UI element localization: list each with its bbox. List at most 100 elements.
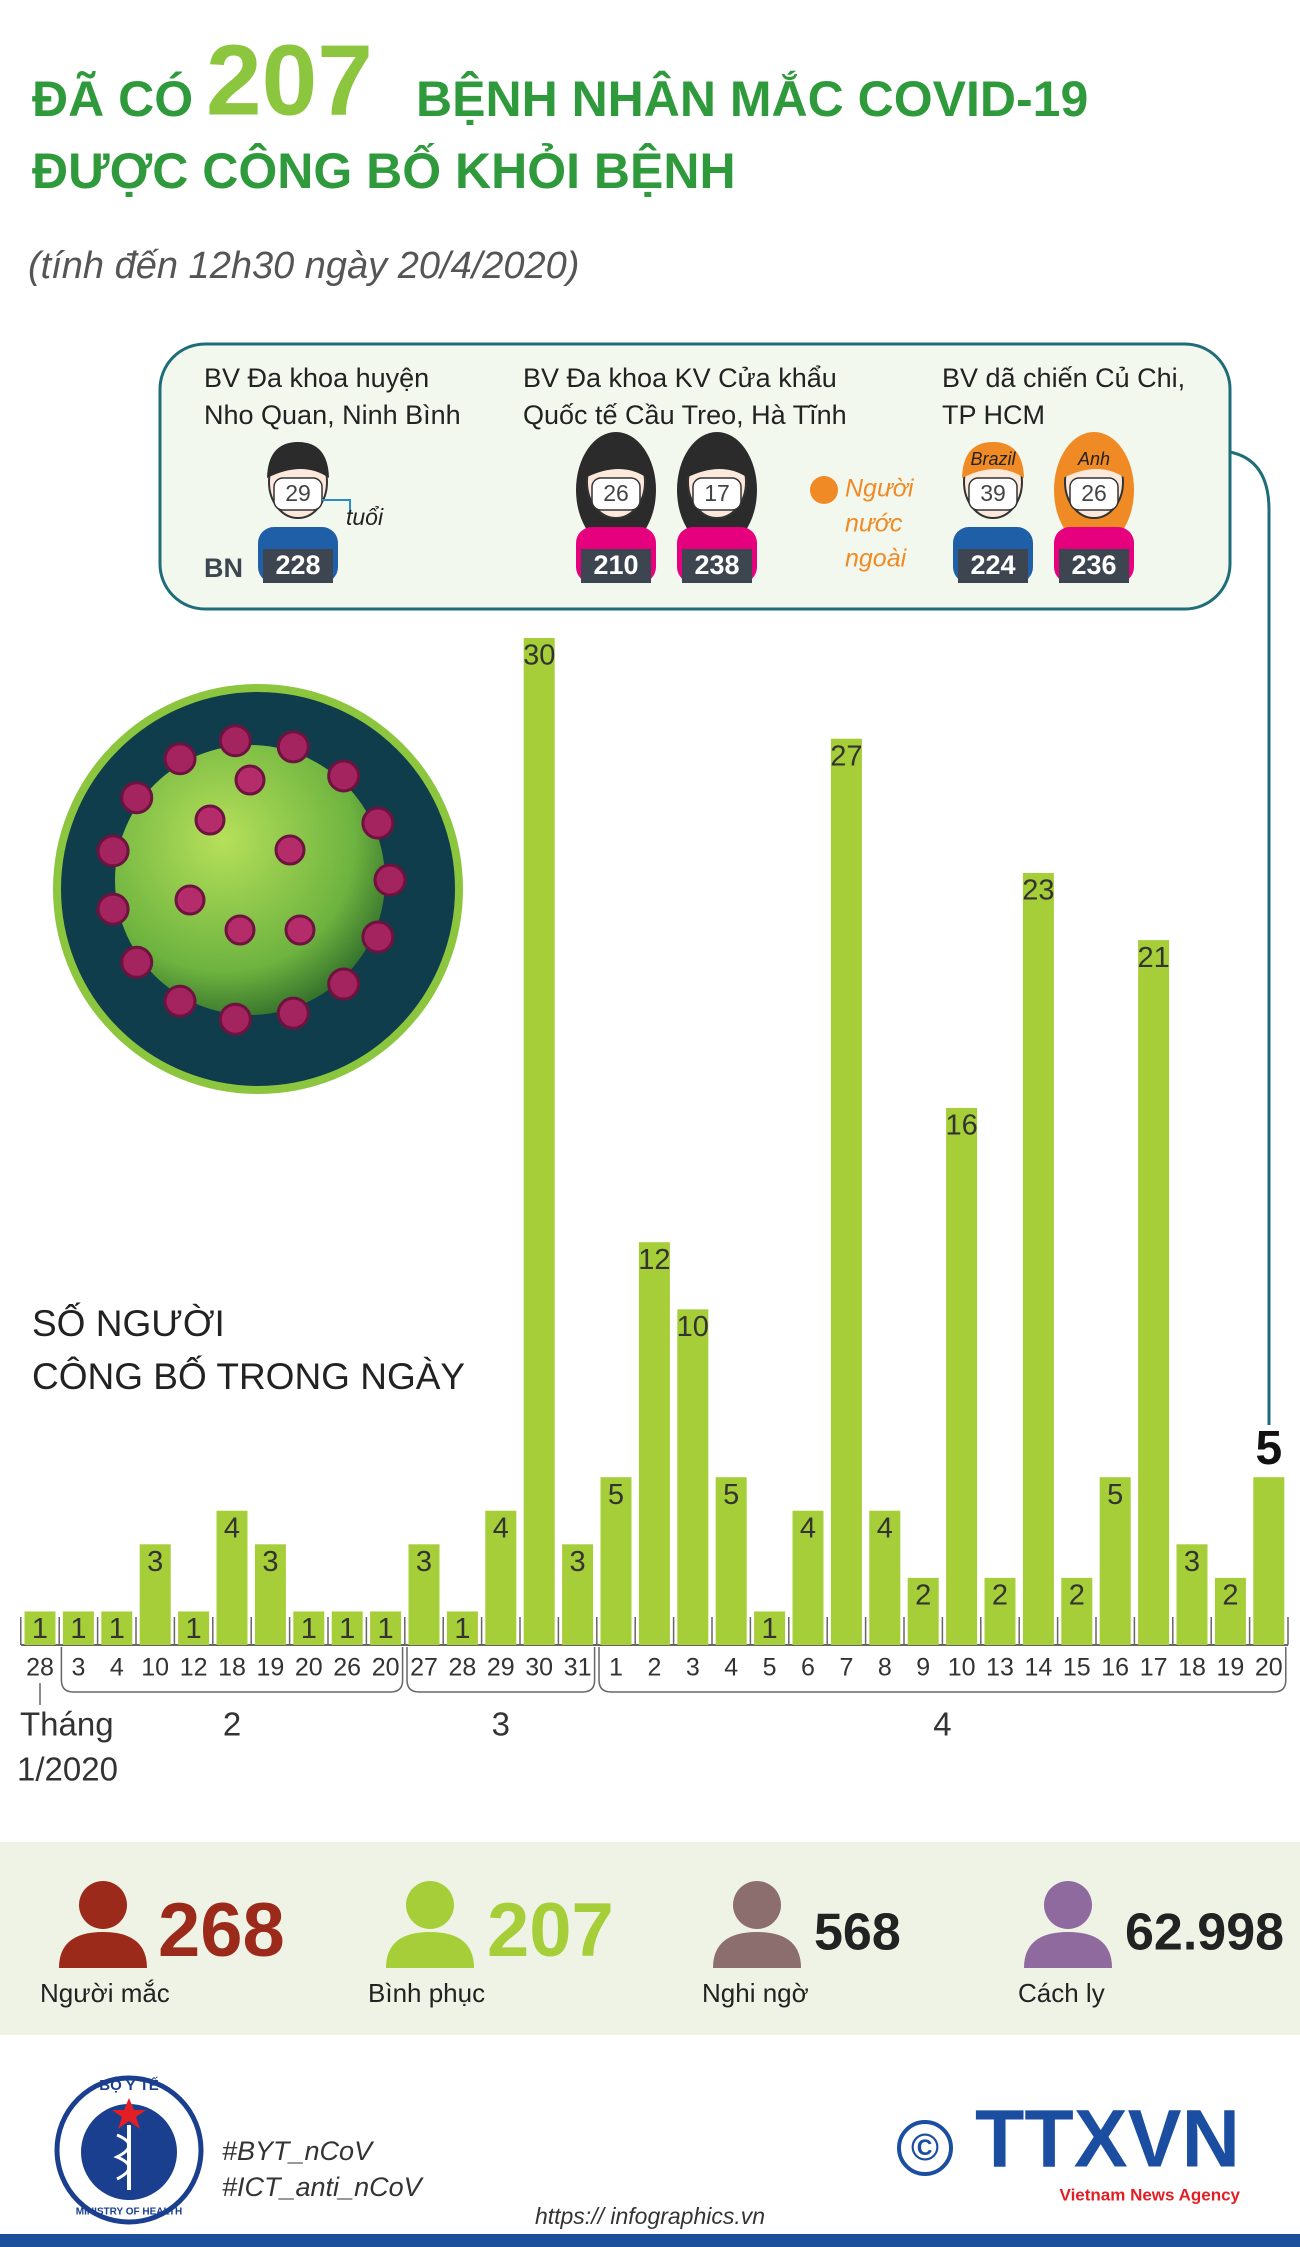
title-number: 207	[206, 24, 373, 136]
x-tick-label: 19	[1216, 1654, 1244, 1682]
x-tick-label: 3	[71, 1654, 85, 1682]
virus-spike	[361, 806, 395, 840]
person-head	[406, 1881, 454, 1929]
bar	[792, 1510, 824, 1645]
person-body	[59, 1932, 147, 1968]
x-tick-label: 2	[647, 1654, 661, 1682]
mask	[1069, 477, 1119, 511]
bar	[1022, 872, 1054, 1645]
patient-icon	[677, 432, 757, 583]
age: 39	[980, 480, 1006, 506]
value-label: 5	[1255, 1422, 1282, 1475]
age-pointer	[322, 499, 351, 512]
virus-spike	[274, 834, 306, 866]
bar	[24, 1611, 56, 1645]
hospital-name: BV Đa khoa huyện	[204, 363, 429, 393]
mask	[968, 477, 1018, 511]
virus-spike	[234, 764, 266, 796]
copyright-ring	[897, 2120, 953, 2176]
logo-bottom: MINISTRY OF HEALTH	[76, 2207, 182, 2218]
title-line2: ĐƯỢC CÔNG BỐ KHỎI BỆNH	[32, 142, 736, 199]
x-tick-label: 15	[1063, 1654, 1091, 1682]
stat-value: 207	[487, 1888, 614, 1973]
value-label: 1	[378, 1613, 394, 1645]
value-label: 4	[800, 1512, 816, 1544]
hair-top	[585, 442, 647, 478]
month-bracket	[60, 1647, 404, 1693]
x-tick-label: 30	[525, 1654, 553, 1682]
bar	[62, 1611, 94, 1645]
bar	[523, 638, 555, 1645]
connector	[1229, 450, 1271, 1425]
value-label: 4	[877, 1512, 893, 1544]
virus-spike	[276, 730, 310, 764]
virus-spike	[361, 920, 395, 954]
x-tick-label: 5	[763, 1654, 777, 1682]
stat-value: 62.998	[1125, 1904, 1284, 1962]
virus-spike	[194, 804, 226, 836]
value-label: 2	[1222, 1580, 1238, 1612]
patient-icon	[258, 442, 338, 583]
x-tick-label: 12	[180, 1654, 208, 1682]
bar	[293, 1611, 325, 1645]
virus-spike	[284, 914, 316, 946]
value-label: 1	[32, 1613, 48, 1645]
x-tick-label: 20	[372, 1654, 400, 1682]
hospital-name: Quốc tế Cầu Treo, Hà Tĩnh	[523, 400, 847, 430]
x-tick-label: 19	[256, 1654, 284, 1682]
virus-image	[53, 684, 463, 1094]
axis-title: SỐ NGƯỜI	[32, 1302, 225, 1344]
person-head	[79, 1881, 127, 1929]
virus-spike	[120, 781, 154, 815]
x-tick-label: 4	[724, 1654, 738, 1682]
patient-icon	[1054, 432, 1134, 583]
virus-spike	[120, 945, 154, 979]
bar	[1253, 1477, 1285, 1645]
person-body	[386, 1932, 474, 1968]
x-tick-label: 29	[487, 1654, 515, 1682]
bar	[677, 1309, 709, 1645]
legend-text: Người	[845, 475, 915, 503]
legend-dot	[810, 476, 838, 504]
axis-title: CÔNG BỐ TRONG NGÀY	[32, 1355, 465, 1397]
bar	[216, 1510, 248, 1645]
month-label: 3	[492, 1706, 510, 1743]
bottom-bar	[0, 2234, 1300, 2247]
bar	[101, 1611, 133, 1645]
value-label: 2	[992, 1580, 1008, 1612]
x-tick-label: 26	[333, 1654, 361, 1682]
person-head	[1044, 1881, 1092, 1929]
value-label: 1	[454, 1613, 470, 1645]
patient-id: 210	[593, 550, 638, 580]
bar	[869, 1510, 901, 1645]
month-label: 4	[933, 1706, 951, 1743]
legend-text: ngoài	[845, 545, 908, 573]
agency-en: Vietnam News Agency	[1060, 2185, 1241, 2204]
patient-id: 224	[970, 550, 1015, 580]
bar	[1214, 1577, 1246, 1645]
id-box	[682, 549, 752, 583]
value-label: 3	[262, 1546, 278, 1578]
value-label: 1	[301, 1613, 317, 1645]
bar	[984, 1577, 1016, 1645]
x-tick-label: 18	[1178, 1654, 1206, 1682]
bar	[638, 1242, 670, 1645]
bar	[1138, 940, 1170, 1645]
age: 29	[285, 480, 311, 506]
legend-text: nước	[845, 510, 903, 538]
bar	[331, 1611, 363, 1645]
x-tick-label: 28	[448, 1654, 476, 1682]
value-label: 4	[224, 1512, 240, 1544]
x-tick-label: 8	[878, 1654, 892, 1682]
hair-top	[1063, 442, 1125, 478]
nationality: Brazil	[970, 449, 1016, 469]
stat-value: 568	[814, 1904, 901, 1962]
bar	[830, 738, 862, 1645]
hair-top	[686, 442, 748, 478]
url: https:// infographics.vn	[535, 2203, 765, 2229]
month-prefix: Tháng	[20, 1706, 114, 1743]
x-tick-label: 31	[564, 1654, 592, 1682]
virus-sphere	[115, 745, 385, 1015]
bar	[1176, 1544, 1208, 1645]
hair-top	[267, 442, 329, 478]
